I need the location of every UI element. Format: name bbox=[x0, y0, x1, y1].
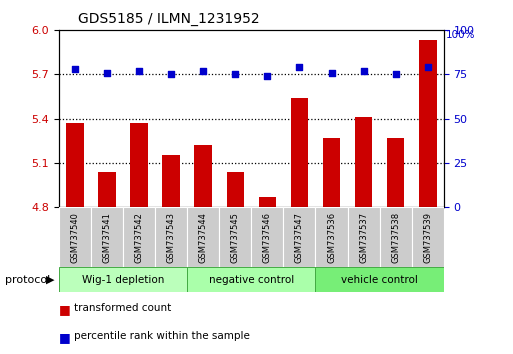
Bar bbox=[411, 207, 444, 267]
Text: 100%: 100% bbox=[446, 30, 476, 40]
Text: GSM737537: GSM737537 bbox=[359, 212, 368, 263]
Bar bbox=[155, 207, 187, 267]
Bar bbox=[66, 123, 84, 207]
Text: percentile rank within the sample: percentile rank within the sample bbox=[74, 331, 250, 341]
Text: GSM737536: GSM737536 bbox=[327, 212, 336, 263]
Bar bbox=[98, 172, 116, 207]
Text: GSM737546: GSM737546 bbox=[263, 212, 272, 263]
Point bbox=[295, 64, 304, 70]
Bar bbox=[323, 138, 340, 207]
Point bbox=[167, 72, 175, 77]
Bar bbox=[220, 207, 251, 267]
Point bbox=[263, 73, 271, 79]
Bar bbox=[315, 207, 348, 267]
Bar bbox=[187, 267, 315, 292]
Bar bbox=[387, 138, 404, 207]
Text: ■: ■ bbox=[59, 303, 71, 316]
Bar bbox=[419, 40, 437, 207]
Point bbox=[391, 72, 400, 77]
Bar bbox=[91, 207, 123, 267]
Bar bbox=[315, 267, 444, 292]
Point bbox=[135, 68, 143, 74]
Text: GSM737547: GSM737547 bbox=[295, 212, 304, 263]
Text: GSM737543: GSM737543 bbox=[167, 212, 176, 263]
Text: GSM737544: GSM737544 bbox=[199, 212, 208, 263]
Text: transformed count: transformed count bbox=[74, 303, 172, 313]
Bar bbox=[355, 117, 372, 207]
Point bbox=[231, 72, 240, 77]
Text: GSM737538: GSM737538 bbox=[391, 212, 400, 263]
Text: GSM737545: GSM737545 bbox=[231, 212, 240, 263]
Bar bbox=[59, 267, 187, 292]
Text: GSM737540: GSM737540 bbox=[70, 212, 80, 263]
Text: GDS5185 / ILMN_1231952: GDS5185 / ILMN_1231952 bbox=[78, 12, 260, 26]
Text: GSM737539: GSM737539 bbox=[423, 212, 432, 263]
Text: ■: ■ bbox=[59, 331, 71, 344]
Text: ▶: ▶ bbox=[46, 275, 55, 285]
Bar bbox=[163, 155, 180, 207]
Text: protocol: protocol bbox=[5, 275, 50, 285]
Point bbox=[424, 64, 432, 70]
Bar bbox=[380, 207, 411, 267]
Text: Wig-1 depletion: Wig-1 depletion bbox=[82, 275, 164, 285]
Point bbox=[327, 70, 336, 75]
Bar bbox=[123, 207, 155, 267]
Bar bbox=[291, 98, 308, 207]
Bar bbox=[259, 197, 276, 207]
Text: vehicle control: vehicle control bbox=[341, 275, 418, 285]
Text: GSM737542: GSM737542 bbox=[134, 212, 144, 263]
Bar bbox=[194, 145, 212, 207]
Point bbox=[71, 66, 79, 72]
Text: negative control: negative control bbox=[209, 275, 294, 285]
Bar bbox=[187, 207, 220, 267]
Point bbox=[103, 70, 111, 75]
Bar bbox=[227, 172, 244, 207]
Bar bbox=[283, 207, 315, 267]
Bar bbox=[348, 207, 380, 267]
Bar bbox=[251, 207, 283, 267]
Point bbox=[199, 68, 207, 74]
Bar bbox=[130, 123, 148, 207]
Bar bbox=[59, 207, 91, 267]
Text: GSM737541: GSM737541 bbox=[103, 212, 112, 263]
Point bbox=[360, 68, 368, 74]
